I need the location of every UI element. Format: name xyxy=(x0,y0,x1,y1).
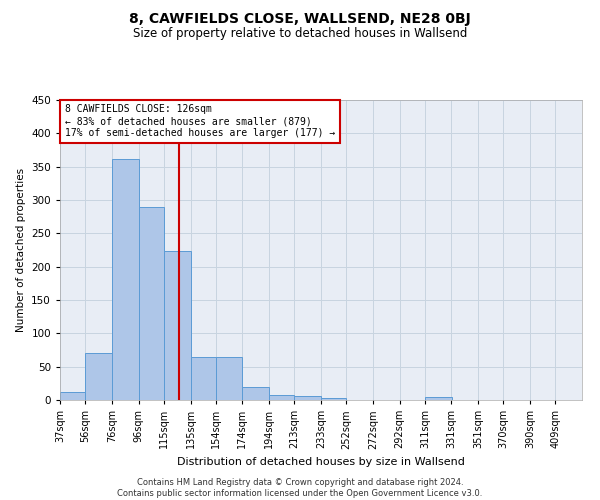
Bar xyxy=(164,250,191,400)
Text: 8, CAWFIELDS CLOSE, WALLSEND, NE28 0BJ: 8, CAWFIELDS CLOSE, WALLSEND, NE28 0BJ xyxy=(129,12,471,26)
Bar xyxy=(269,396,295,400)
Bar xyxy=(60,392,85,400)
Text: Contains HM Land Registry data © Crown copyright and database right 2024.
Contai: Contains HM Land Registry data © Crown c… xyxy=(118,478,482,498)
Y-axis label: Number of detached properties: Number of detached properties xyxy=(16,168,26,332)
Bar xyxy=(425,398,452,400)
Text: 8 CAWFIELDS CLOSE: 126sqm
← 83% of detached houses are smaller (879)
17% of semi: 8 CAWFIELDS CLOSE: 126sqm ← 83% of detac… xyxy=(65,104,335,138)
Bar xyxy=(85,352,112,400)
Bar xyxy=(216,356,242,400)
Bar xyxy=(242,386,269,400)
Bar xyxy=(321,398,346,400)
Bar xyxy=(582,398,600,400)
Bar xyxy=(191,356,216,400)
Bar xyxy=(139,208,164,400)
X-axis label: Distribution of detached houses by size in Wallsend: Distribution of detached houses by size … xyxy=(177,457,465,467)
Bar xyxy=(112,158,139,400)
Text: Size of property relative to detached houses in Wallsend: Size of property relative to detached ho… xyxy=(133,28,467,40)
Bar xyxy=(295,396,321,400)
